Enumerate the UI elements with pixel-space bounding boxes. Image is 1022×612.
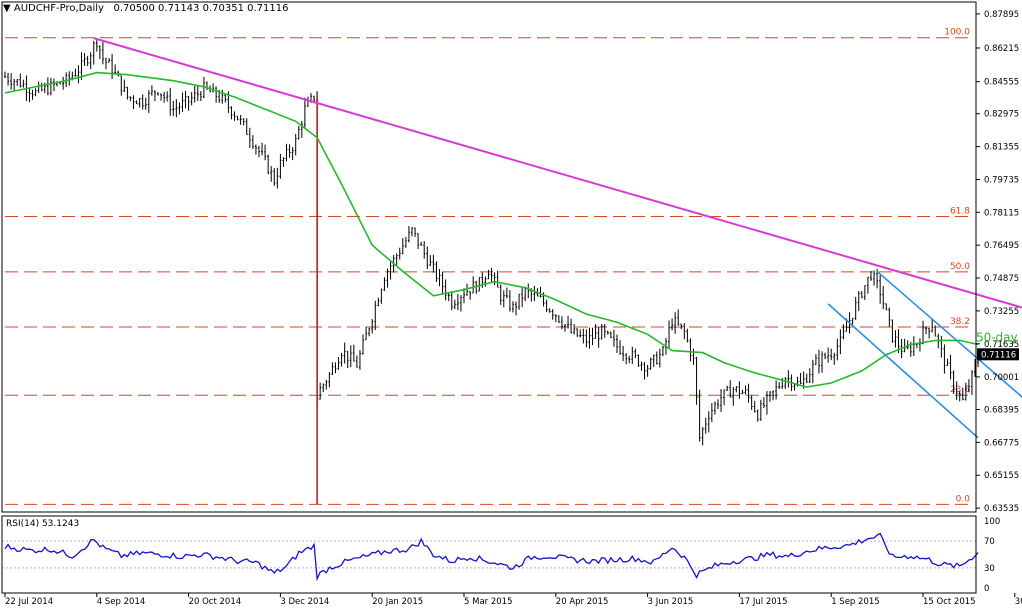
price-tick-label: 0.82975	[984, 110, 1019, 120]
price-tick-label: 0.86215	[984, 44, 1019, 54]
price-tick-label: 0.73255	[984, 307, 1019, 317]
rsi-tick-label: 0	[984, 584, 989, 594]
current-price-label: 0.71116	[981, 350, 1016, 360]
price-tick-label: 0.68395	[984, 406, 1019, 416]
price-tick-label: 0.87895	[984, 10, 1019, 20]
price-tick-label: 0.74875	[984, 274, 1019, 284]
symbol-label: AUDCHF-Pro,Daily	[13, 3, 104, 14]
time-tick-label: 1 Sep 2015	[831, 597, 879, 607]
time-tick-label: 3 Jun 2015	[648, 597, 694, 607]
price-tick-label: 0.70001	[984, 373, 1019, 383]
time-tick-label: 17 Jul 2015	[739, 597, 787, 607]
main-pane-border	[1, 1, 977, 513]
price-tick-label: 0.65155	[984, 471, 1019, 481]
price-tick-label: 0.71635	[984, 340, 1019, 350]
ohlc-values: 0.70500 0.71143 0.70351 0.71116	[113, 3, 289, 14]
chart-header: ▼ AUDCHF-Pro,Daily 0.70500 0.71143 0.703…	[3, 3, 288, 14]
fib-level-label: 0.0	[956, 494, 971, 504]
fib-level-label: 38.2	[950, 317, 970, 327]
rsi-pane-border	[1, 515, 977, 594]
price-tick-label: 0.79735	[984, 175, 1019, 185]
price-tick-label: 0.81355	[984, 143, 1019, 153]
axes: 0.87895 0.86215 0.84555 0.82975 0.81355 0.797…	[4, 10, 1022, 607]
time-tick-label: 3 Dec 2014	[280, 597, 329, 607]
sma-annotation: 50-day SMA	[976, 330, 1022, 344]
fibonacci-levels: 100.0 61.8 50.0 38.2 23.6 0.0	[5, 28, 974, 505]
channel-line-blue	[827, 303, 979, 439]
current-price-badge	[977, 348, 1019, 361]
rsi-panel: 100 70 30 0 RSI(14) 53.1243	[2, 517, 1000, 594]
channel-line-blue	[876, 270, 1022, 398]
trendline-magenta	[93, 37, 1022, 309]
price-tick-label: 0.78115	[984, 208, 1019, 218]
chart-frame	[1, 1, 977, 594]
sma-50-line	[4, 71, 979, 388]
rsi-line	[4, 532, 979, 582]
time-tick-label: 30 Nov 2015	[1015, 597, 1022, 607]
rsi-tick-label: 100	[984, 517, 1000, 527]
price-tick-label: 0.76495	[984, 241, 1019, 251]
price-tick-label: 0.66775	[984, 438, 1019, 448]
fib-level-label: 61.8	[950, 206, 970, 216]
time-tick-label: 5 Mar 2015	[464, 597, 512, 607]
sma-series	[4, 71, 979, 388]
time-tick-label: 22 Jul 2014	[5, 597, 53, 607]
price-tick-label: 0.63535	[984, 504, 1019, 514]
time-tick-label: 20 Apr 2015	[556, 597, 609, 607]
fib-level-label: 100.0	[944, 28, 970, 38]
drawn-lines: 50-day SMA	[93, 37, 1022, 439]
rsi-tick-label: 30	[984, 564, 995, 574]
time-tick-label: 20 Oct 2014	[189, 597, 242, 607]
price-tick-label: 0.84555	[984, 78, 1019, 88]
fib-level-label: 23.6	[950, 385, 970, 395]
fib-level-label: 50.0	[950, 262, 970, 272]
time-tick-label: 4 Sep 2014	[97, 597, 145, 607]
dropdown-arrow-icon[interactable]: ▼	[3, 3, 11, 14]
rsi-title: RSI(14) 53.1243	[6, 519, 79, 529]
time-tick-label: 20 Jan 2015	[372, 597, 423, 607]
rsi-tick-label: 70	[984, 537, 995, 547]
time-tick-label: 15 Oct 2015	[923, 597, 976, 607]
